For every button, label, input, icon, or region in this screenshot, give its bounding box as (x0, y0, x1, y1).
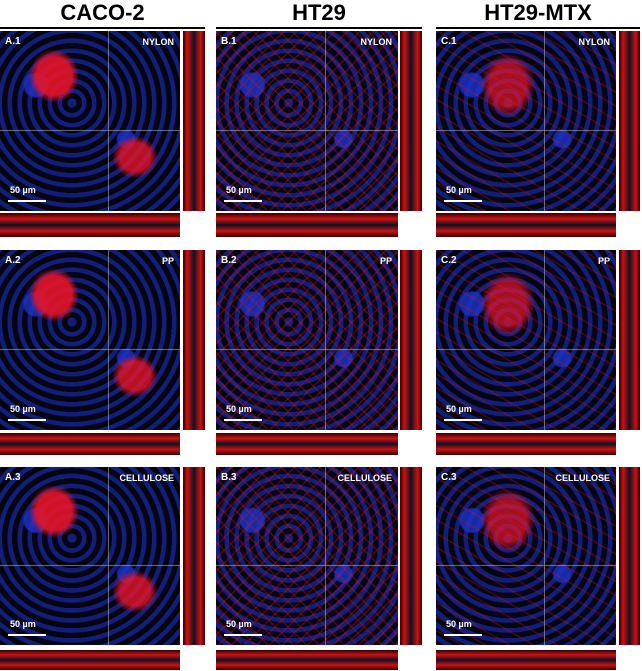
side-section (400, 467, 422, 645)
crosshair-h (0, 130, 180, 131)
micrograph (0, 31, 180, 211)
crosshair-h (216, 349, 398, 350)
scale-bar-text: 50 µm (10, 619, 36, 629)
crosshair-v (544, 467, 545, 645)
bottom-section (216, 433, 398, 455)
crosshair-v (325, 467, 327, 645)
scale-bar (8, 634, 46, 636)
scale-bar-text: 50 µm (446, 619, 472, 629)
crosshair-v (544, 250, 545, 430)
crosshair-h (216, 564, 398, 566)
header-rule (0, 27, 205, 29)
panel-label: B.3 (221, 472, 237, 483)
micrograph (436, 31, 616, 211)
side-section (400, 250, 422, 430)
substrate-label: CELLULOSE (337, 473, 392, 483)
substrate-label: CELLULOSE (119, 473, 174, 483)
crosshair-v (325, 31, 327, 211)
panel-label: B.2 (221, 255, 237, 266)
bottom-section (436, 213, 616, 237)
bottom-section (436, 650, 616, 670)
crosshair-v (325, 250, 327, 430)
side-section (400, 31, 422, 211)
panel-label: C.3 (441, 472, 457, 483)
scale-bar (8, 200, 46, 202)
crosshair-v (544, 31, 545, 211)
bottom-section (216, 213, 398, 237)
panel-label: A.3 (5, 472, 21, 483)
column-header: HT29-MTX (484, 0, 592, 25)
scale-bar (444, 419, 482, 421)
scale-bar-text: 50 µm (446, 185, 472, 195)
crosshair-h (216, 130, 398, 131)
micrograph (0, 467, 180, 645)
micrograph (216, 31, 398, 211)
panel-label: A.1 (5, 36, 21, 47)
crosshair-h (436, 564, 616, 566)
scale-bar (224, 419, 262, 421)
side-section (183, 467, 205, 645)
bottom-section (436, 433, 616, 455)
substrate-label: CELLULOSE (555, 473, 610, 483)
crosshair-v (108, 31, 109, 211)
crosshair-h (436, 130, 616, 131)
panel-label: C.1 (441, 36, 457, 47)
substrate-label: PP (379, 256, 392, 266)
column-header: HT29 (292, 0, 346, 25)
scale-bar-text: 50 µm (10, 404, 36, 414)
substrate-label: NYLON (578, 37, 611, 47)
panel-label: C.2 (441, 255, 457, 266)
substrate-label: NYLON (360, 37, 393, 47)
substrate-label: PP (597, 256, 610, 266)
side-section (619, 467, 640, 645)
crosshair-v (108, 467, 109, 645)
substrate-label: NYLON (142, 37, 175, 47)
side-section (619, 31, 640, 211)
bottom-section (216, 650, 398, 670)
scale-bar (444, 200, 482, 202)
micrograph (436, 250, 616, 430)
crosshair-h (0, 349, 180, 350)
crosshair-h (436, 349, 616, 350)
column-header: CACO-2 (60, 0, 145, 25)
panel-label: B.1 (221, 36, 237, 47)
bottom-section (0, 213, 180, 237)
scale-bar-text: 50 µm (226, 185, 252, 195)
scale-bar (444, 634, 482, 636)
side-section (619, 250, 640, 430)
scale-bar-text: 50 µm (446, 404, 472, 414)
scale-bar-text: 50 µm (226, 619, 252, 629)
bottom-section (0, 650, 180, 670)
scale-bar-text: 50 µm (226, 404, 252, 414)
bottom-section (0, 433, 180, 455)
panel-label: A.2 (5, 255, 21, 266)
micrograph (436, 467, 616, 645)
crosshair-v (108, 250, 109, 430)
scale-bar (224, 200, 262, 202)
side-section (183, 250, 205, 430)
scale-bar (8, 419, 46, 421)
micrograph (216, 467, 398, 645)
micrograph (0, 250, 180, 430)
crosshair-h (0, 564, 180, 566)
scale-bar-text: 50 µm (10, 185, 36, 195)
micrograph (216, 250, 398, 430)
substrate-label: PP (161, 256, 174, 266)
side-section (183, 31, 205, 211)
header-rule (216, 27, 422, 29)
header-rule (436, 27, 640, 29)
scale-bar (224, 634, 262, 636)
